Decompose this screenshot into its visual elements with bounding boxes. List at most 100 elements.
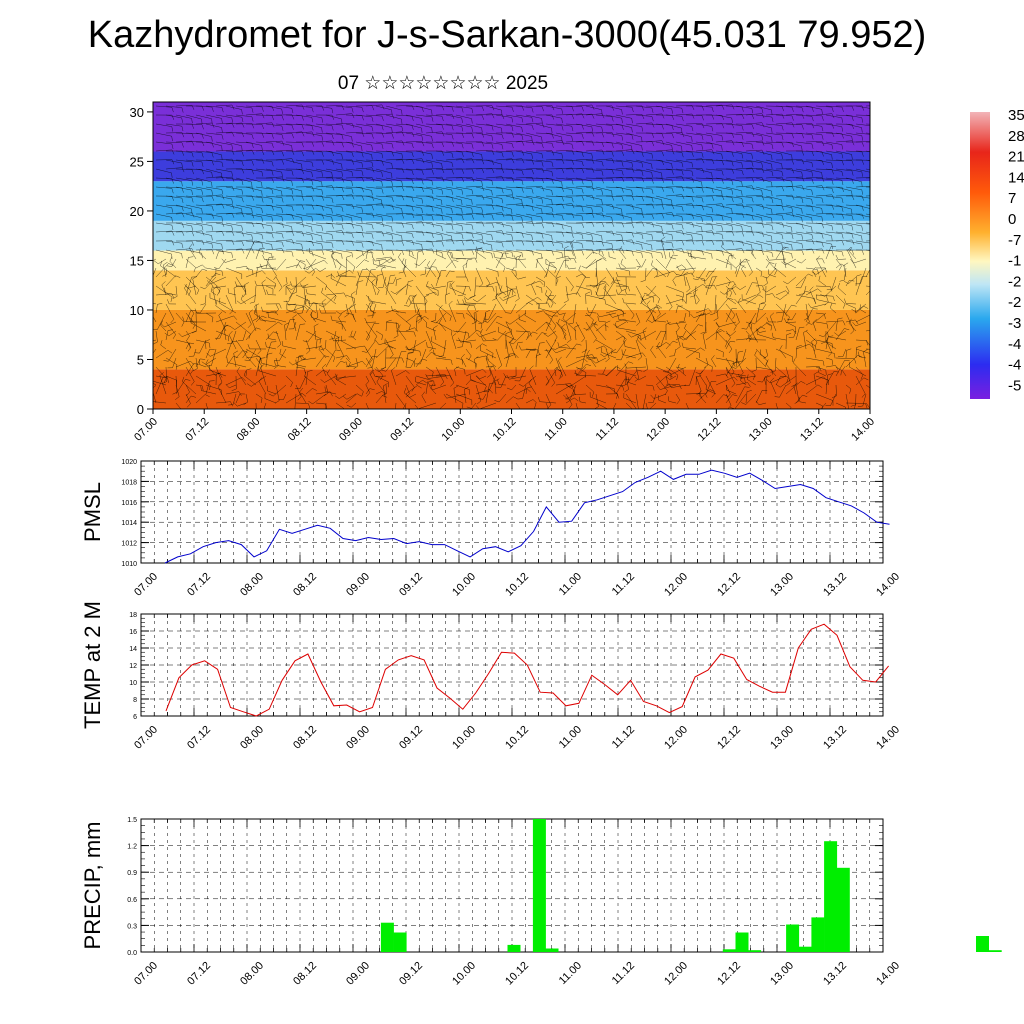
wind-barb [315,369,324,377]
wind-barb-flag [721,170,724,176]
wind-barb-flag [559,372,563,378]
wind-barb [465,231,482,235]
wind-barb-flag [693,278,699,281]
wind-barb-flag [851,209,853,215]
wind-barb [175,375,178,393]
wind-barb-flag [641,126,644,132]
wind-barb [745,122,762,125]
wind-barb-flag [491,135,494,141]
wind-barb [347,365,357,368]
wind-barb [815,141,832,145]
wind-barb [153,391,157,404]
wind-barb [775,212,792,215]
wind-barb [190,322,207,332]
wind-barb [235,105,252,109]
wind-barb-flag [558,375,563,380]
wind-barb-flag [553,325,557,331]
wind-barb [395,114,413,117]
wind-barb-flag [721,145,723,151]
wind-barb-flag [771,252,774,258]
wind-barb [165,366,168,382]
wind-barb-flag [592,251,598,255]
wind-barb-flag [661,240,665,246]
wind-barb-flag [537,297,542,301]
wind-barb-flag [243,401,248,406]
wind-barb-flag [751,132,755,137]
wind-barb-flag [801,243,804,249]
wind-barb [755,132,772,138]
wind-barb [419,258,427,266]
wind-barb [545,393,552,406]
wind-barb [745,140,763,143]
wind-barb-flag [705,312,711,315]
wind-barb [650,349,657,359]
wind-barb [455,186,472,190]
wind-barb-flag [512,289,516,294]
wind-barb-flag [397,324,401,329]
wind-barb [315,185,333,188]
wind-barb-flag [551,235,553,241]
wind-barb-flag [726,332,731,336]
wind-barb-flag [851,215,854,221]
wind-barb [815,339,833,344]
wind-barb [155,123,172,127]
wind-barb [365,357,374,371]
wind-barb-flag [530,349,536,352]
wind-barb-flag [414,404,419,409]
wind-barb [545,348,554,360]
wind-barb [285,306,305,314]
wind-barb [365,141,382,145]
wind-barb [715,330,728,343]
wind-barb-flag [796,260,802,264]
wind-barb [715,150,733,153]
wind-barb-flag [441,200,443,206]
wind-barb [765,150,782,155]
wind-barb [405,384,410,394]
wind-barb [265,310,276,314]
wind-barb-flag [381,181,383,187]
wind-barb [615,167,633,170]
wind-barb [515,330,530,332]
wind-barb-flag [281,340,284,346]
wind-barb-flag [431,352,436,355]
wind-barb [435,150,452,154]
wind-barb-flag [679,337,684,341]
wind-barb [705,104,723,107]
wind-barb [375,257,392,269]
wind-barb [288,303,297,306]
wind-barb [665,213,682,217]
wind-barb-flag [401,213,405,219]
wind-barb-flag [231,150,235,155]
wind-barb [450,284,457,296]
wind-barb-flag [351,152,354,158]
wind-barb-flag [451,152,454,158]
wind-barb-flag [171,115,175,120]
wind-barb [805,308,813,323]
wind-barb-flag [346,255,352,258]
wind-barb [605,279,616,296]
wind-barb-flag [860,374,864,380]
wind-barb [545,213,563,216]
wind-barb-flag [271,178,275,183]
wind-barb [566,393,577,399]
wind-barb-flag [391,187,394,192]
wind-barb [855,105,870,109]
wind-barb-flag [346,355,350,360]
wind-barb [295,168,312,173]
wind-barb-flag [786,318,792,321]
wind-barb-flag [622,298,625,303]
wind-barb [175,360,191,368]
wind-barb [830,307,837,314]
wind-barb-flag [381,143,384,149]
wind-barb-flag [573,390,575,396]
wind-barb [535,276,545,283]
wind-barb-flag [861,135,864,141]
wind-barb-flag [391,250,394,256]
wind-barb [805,231,822,235]
wind-barb [255,141,273,144]
wind-barb [215,401,231,404]
wind-barb-flag [541,233,544,239]
wind-barb-flag [341,216,344,222]
wind-barb [599,312,617,318]
wind-barb [265,195,282,198]
